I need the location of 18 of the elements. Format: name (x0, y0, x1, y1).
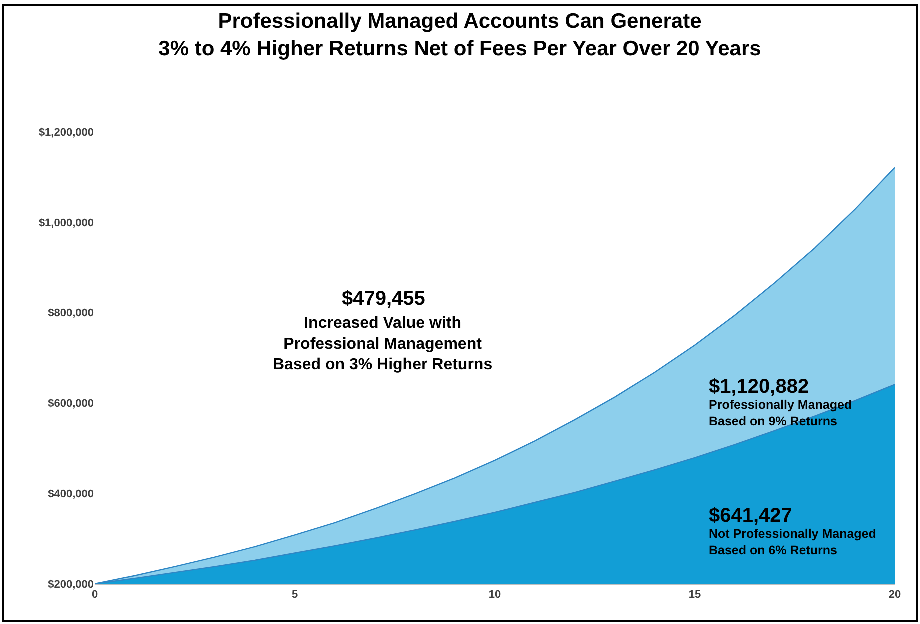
y-tick-label: $600,000 (48, 398, 94, 410)
chart-title: Professionally Managed Accounts Can Generate 3% to 4% Higher Returns Net of Fees Per Year Over 20 Years (158, 10, 762, 60)
x-tick-label: 15 (688, 589, 702, 602)
y-tick-label: $1,200,000 (38, 126, 94, 139)
y-tick-label: $1,000,000 (38, 217, 94, 230)
annotation: Not Professionally Managed Based on 6% Returns (709, 527, 876, 558)
x-tick-label: 0 (92, 589, 98, 602)
annotation: $641,427 (709, 505, 792, 527)
annotation: $1,120,882 (709, 376, 810, 398)
y-tick-label: $400,000 (48, 488, 94, 500)
annotation: $479,455 (342, 288, 426, 310)
annotation: Increased Value with Professional Management Based on 3% Higher Returns (273, 315, 493, 374)
y-tick-label: $200,000 (48, 578, 94, 591)
x-tick-label: 10 (488, 589, 502, 602)
x-tick-label: 5 (292, 589, 298, 602)
x-tick-label: 20 (888, 589, 902, 602)
y-tick-label: $800,000 (48, 308, 94, 320)
annotation: Professionally Managed Based on 9% Returns (709, 398, 852, 428)
